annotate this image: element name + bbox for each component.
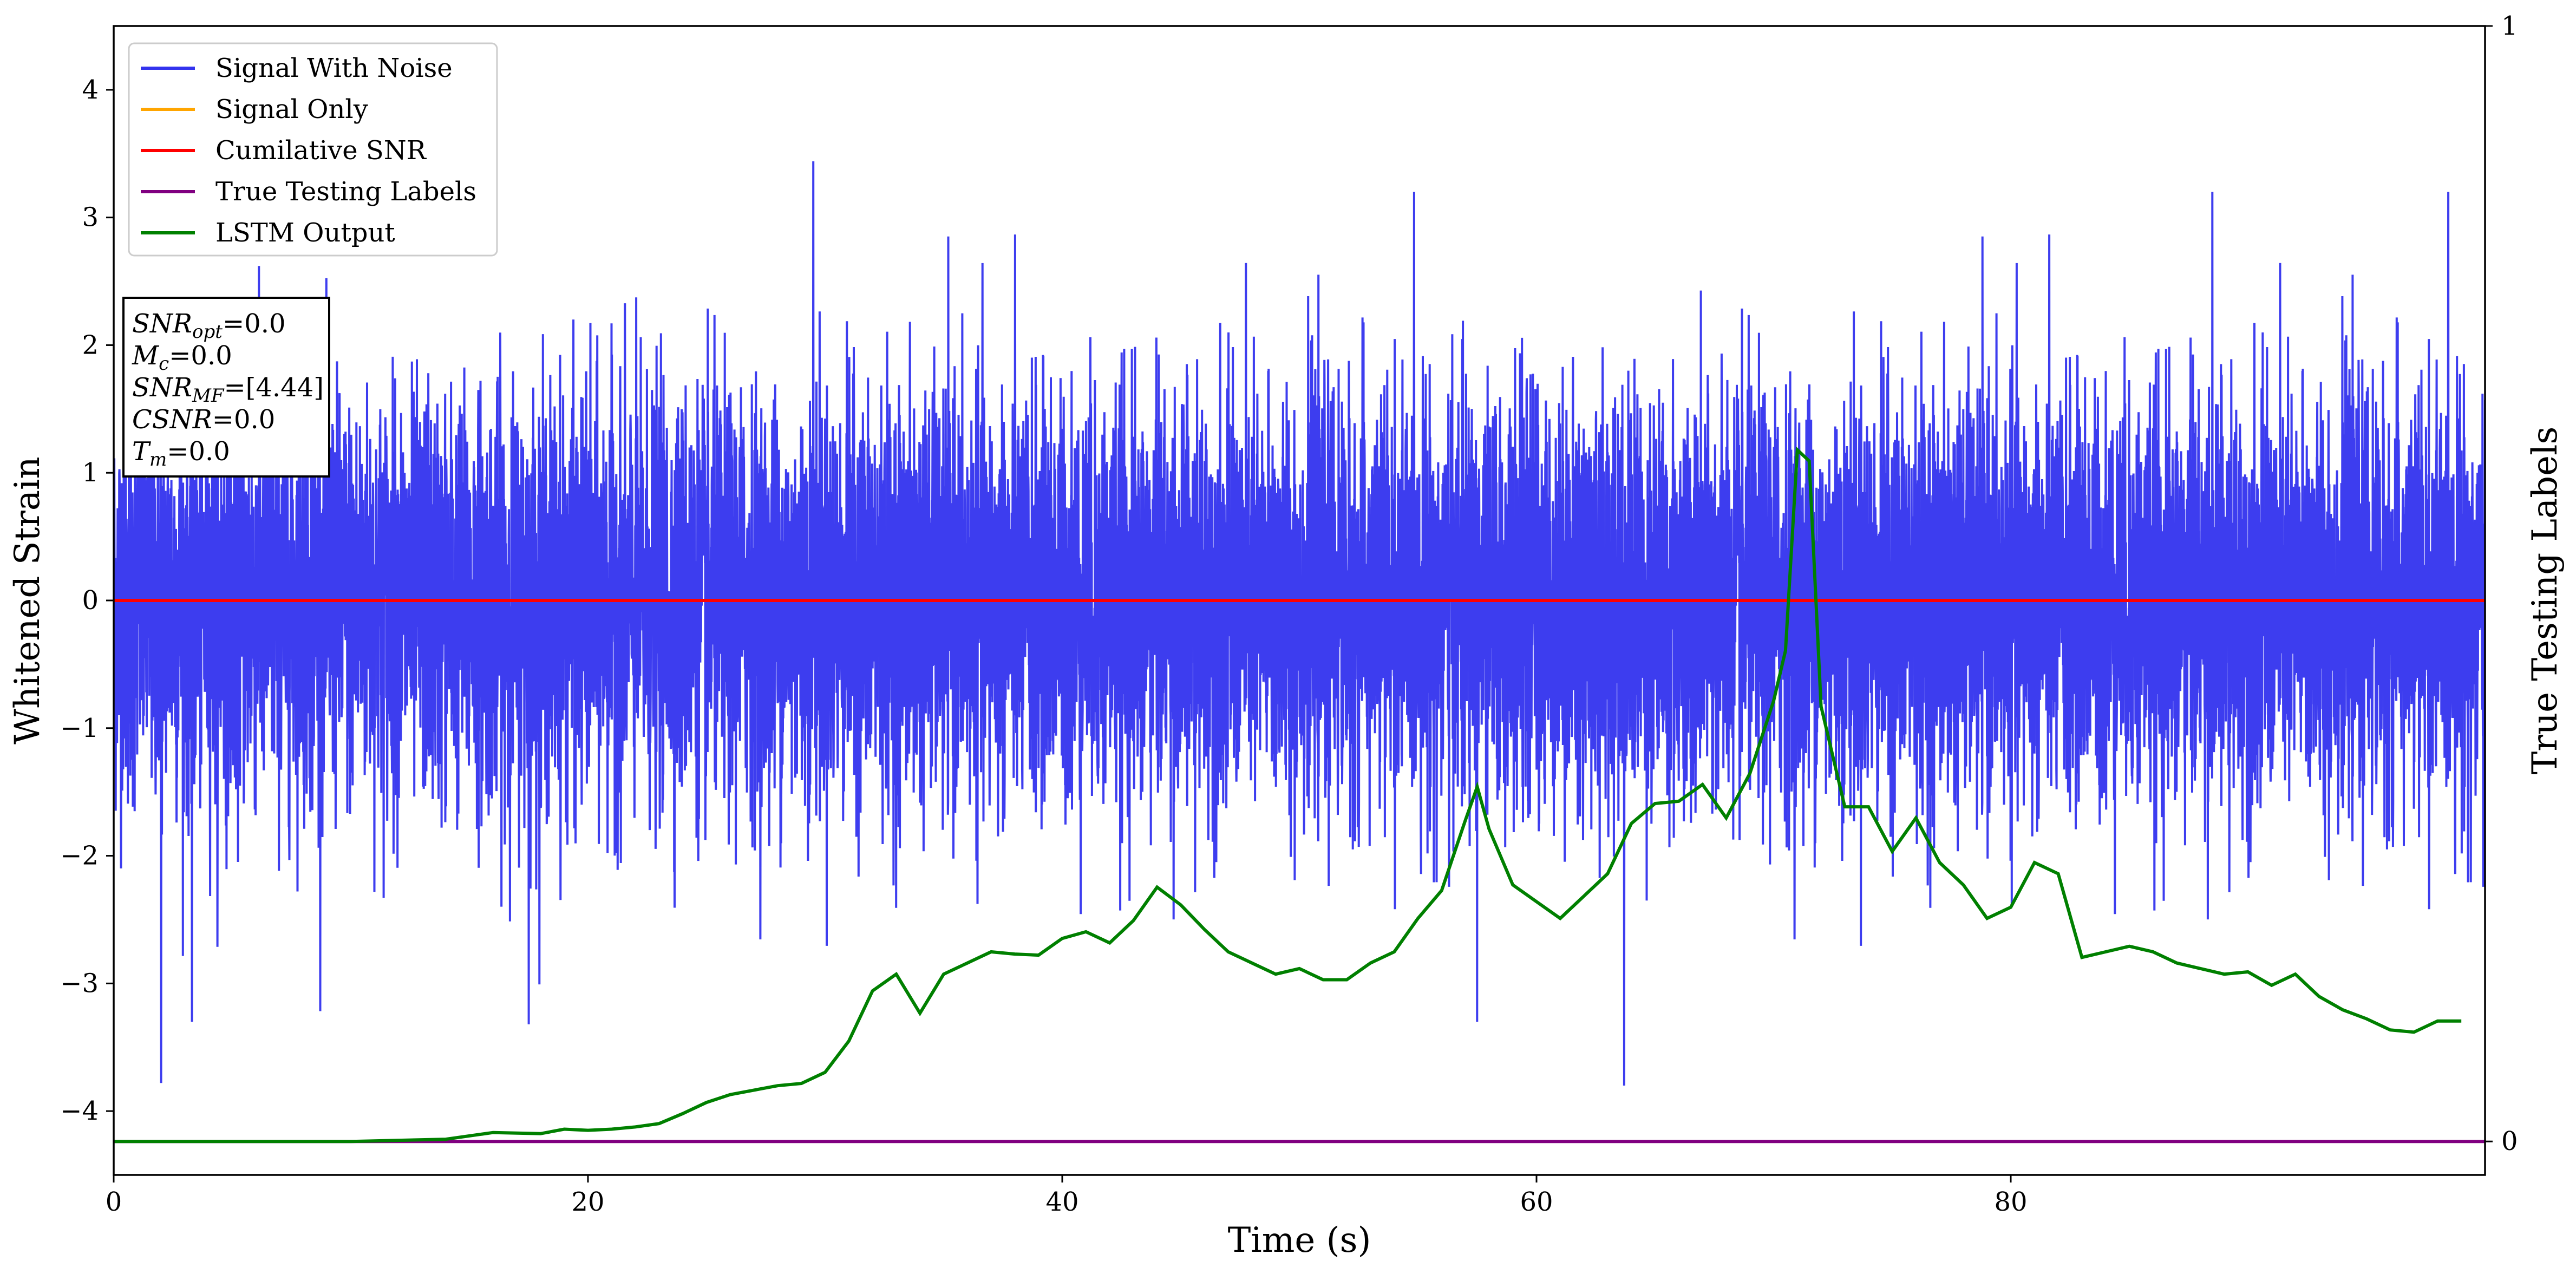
stats-line: Tm=0.0 — [132, 436, 230, 471]
legend-label: True Testing Labels — [215, 177, 476, 207]
stats-line: Mc=0.0 — [132, 341, 232, 375]
y2-axis-title: True Testing Labels — [2525, 427, 2565, 775]
y-tick-label: 2 — [82, 330, 99, 360]
y-tick-label: −1 — [60, 713, 99, 743]
x-tick-label: 0 — [106, 1187, 122, 1217]
y-tick-label: 1 — [82, 458, 99, 488]
signal-with-noise-line — [114, 161, 2485, 1086]
x-tick-label: 60 — [1520, 1187, 1553, 1217]
y-tick-label: −4 — [60, 1096, 99, 1126]
stats-line: SNRMF=[4.44] — [132, 373, 324, 407]
y2-tick-label: 1 — [2501, 11, 2518, 41]
y-axis-title: Whitened Strain — [8, 456, 48, 744]
stats-line: CSNR=0.0 — [132, 404, 275, 435]
stats-line: SNRopt=0.0 — [132, 309, 286, 343]
stats-frame — [122, 297, 330, 478]
y-tick-label: −3 — [60, 968, 99, 998]
x-axis-title: Time (s) — [1228, 1220, 1371, 1260]
stats-box: SNRopt=0.0Mc=0.0SNRMF=[4.44]CSNR=0.0Tm=0… — [122, 297, 330, 478]
y-tick-label: −2 — [60, 841, 99, 871]
y-tick-label: 0 — [82, 585, 99, 616]
legend-label: Signal Only — [215, 94, 368, 125]
legend-frame — [128, 42, 498, 257]
y-tick-label: 4 — [82, 75, 99, 105]
lstm-output-line — [114, 446, 2462, 1144]
legend-label: Cumilative SNR — [215, 135, 427, 166]
legend-label: LSTM Output — [215, 218, 395, 248]
x-tick-label: 20 — [571, 1187, 604, 1217]
signal-with-noise-layer — [114, 161, 2485, 1086]
x-tick-label: 80 — [1994, 1187, 2027, 1217]
legend: Signal With Noise Signal Only Cumilative S… — [128, 42, 498, 257]
y-tick-label: 3 — [82, 202, 99, 233]
y2-tick-label: 0 — [2501, 1126, 2518, 1157]
series-lines-layer — [114, 446, 2485, 1144]
x-tick-label: 40 — [1045, 1187, 1078, 1217]
legend-label: Signal With Noise — [215, 53, 453, 83]
